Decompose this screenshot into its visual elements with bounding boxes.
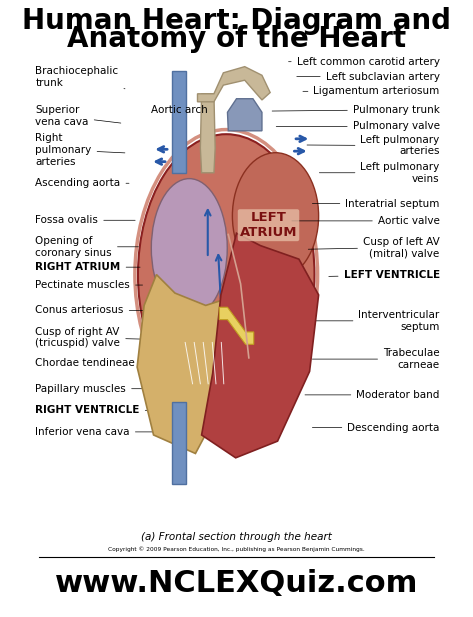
Polygon shape — [228, 99, 262, 131]
Text: Descending aorta: Descending aorta — [312, 423, 440, 433]
Text: Trabeculae
carneae: Trabeculae carneae — [312, 348, 440, 370]
Ellipse shape — [138, 135, 315, 415]
Text: Conus arteriosus: Conus arteriosus — [35, 305, 146, 315]
Text: LEFT VENTRICLE: LEFT VENTRICLE — [329, 270, 440, 280]
Polygon shape — [219, 307, 254, 344]
Text: Copyright © 2009 Pearson Education, Inc., publishing as Pearson Benjamin Cumming: Copyright © 2009 Pearson Education, Inc.… — [108, 546, 365, 552]
Text: Right
pulmonary
arteries: Right pulmonary arteries — [35, 133, 125, 167]
Text: Papillary muscles: Papillary muscles — [35, 384, 157, 394]
Text: Pulmonary valve: Pulmonary valve — [276, 122, 440, 131]
Text: Left common carotid artery: Left common carotid artery — [289, 57, 440, 67]
Text: Aortic arch: Aortic arch — [151, 105, 208, 115]
Text: Superior
vena cava: Superior vena cava — [35, 105, 121, 127]
Text: Ascending aorta: Ascending aorta — [35, 178, 129, 188]
Text: Pectinate muscles: Pectinate muscles — [35, 280, 142, 290]
Polygon shape — [198, 67, 270, 102]
Text: RIGHT ATRIUM: RIGHT ATRIUM — [35, 262, 140, 272]
Text: Ligamentum arteriosum: Ligamentum arteriosum — [303, 86, 440, 96]
Text: Left pulmonary
arteries: Left pulmonary arteries — [307, 135, 440, 157]
Text: Human Heart: Diagram and: Human Heart: Diagram and — [22, 7, 451, 35]
Text: LEFT
ATRIUM: LEFT ATRIUM — [240, 211, 297, 239]
Text: Brachiocephalic
trunk: Brachiocephalic trunk — [35, 66, 125, 89]
Text: Fossa ovalis: Fossa ovalis — [35, 215, 135, 225]
Text: Opening of
coronary sinus: Opening of coronary sinus — [35, 236, 139, 258]
Polygon shape — [201, 94, 215, 173]
Polygon shape — [137, 275, 247, 453]
Text: Aortic valve: Aortic valve — [292, 216, 440, 226]
Text: Cusp of left AV
(mitral) valve: Cusp of left AV (mitral) valve — [308, 236, 440, 259]
Text: Moderator band: Moderator band — [305, 390, 440, 400]
Text: www.NCLEXQuiz.com: www.NCLEXQuiz.com — [55, 568, 418, 598]
Text: Left subclavian artery: Left subclavian artery — [297, 72, 440, 81]
Text: Inferior vena cava: Inferior vena cava — [35, 427, 161, 437]
Text: Cusp of right AV
(tricuspid) valve: Cusp of right AV (tricuspid) valve — [35, 326, 149, 349]
Text: RIGHT VENTRICLE: RIGHT VENTRICLE — [35, 405, 159, 415]
Polygon shape — [201, 233, 319, 458]
Text: Anatomy of the Heart: Anatomy of the Heart — [67, 25, 406, 54]
Text: Interventricular
septum: Interventricular septum — [292, 310, 440, 332]
Text: Chordae tendineae: Chordae tendineae — [35, 358, 154, 368]
Ellipse shape — [232, 153, 319, 279]
Polygon shape — [172, 71, 186, 173]
Text: Interatrial septum: Interatrial septum — [312, 199, 440, 209]
Polygon shape — [172, 402, 186, 484]
Text: Pulmonary trunk: Pulmonary trunk — [272, 105, 440, 115]
Ellipse shape — [151, 179, 227, 318]
Text: Left pulmonary
veins: Left pulmonary veins — [319, 162, 440, 184]
Text: (a) Frontal section through the heart: (a) Frontal section through the heart — [141, 532, 332, 542]
